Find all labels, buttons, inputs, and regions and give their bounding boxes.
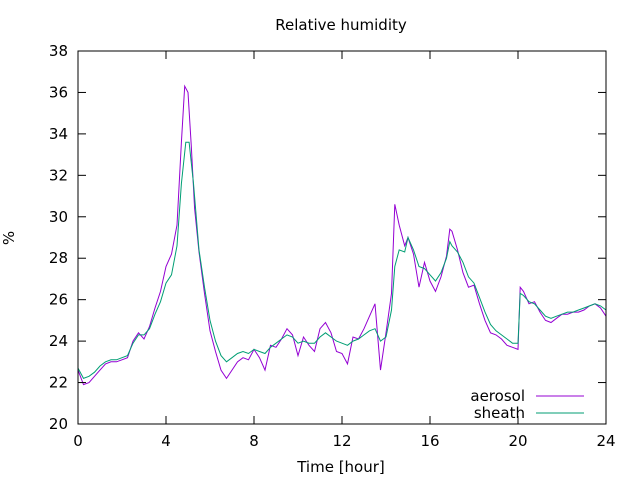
chart-title: Relative humidity bbox=[275, 16, 407, 34]
series-line-sheath bbox=[77, 141, 607, 380]
y-tick-label: 34 bbox=[49, 125, 68, 143]
x-tick-label: 20 bbox=[508, 432, 527, 450]
x-tick-label: 8 bbox=[249, 432, 259, 450]
y-tick-label: 36 bbox=[49, 83, 68, 101]
plot-frame bbox=[77, 50, 607, 425]
y-tick-label: 24 bbox=[49, 332, 68, 350]
x-axis-label: Time [hour] bbox=[296, 458, 385, 476]
x-tick-label: 24 bbox=[596, 432, 615, 450]
y-tick-label: 38 bbox=[49, 42, 68, 60]
series-layer bbox=[77, 84, 607, 386]
legend-label-sheath: sheath bbox=[474, 404, 525, 422]
y-axis-label: % bbox=[0, 231, 18, 245]
series-line-aerosol bbox=[77, 84, 607, 386]
y-tick-label: 26 bbox=[49, 291, 68, 309]
y-tick-label: 20 bbox=[49, 415, 68, 433]
x-tick-label: 12 bbox=[332, 432, 351, 450]
x-tick-label: 16 bbox=[420, 432, 439, 450]
legend-label-aerosol: aerosol bbox=[470, 387, 525, 405]
axes-layer: 0 4 8 12 16 20 24 20 22 24 26 28 30 32 34 36 38 bbox=[49, 42, 616, 450]
y-tick-label: 30 bbox=[49, 208, 68, 226]
y-tick-label: 28 bbox=[49, 249, 68, 267]
y-tick-label: 22 bbox=[49, 374, 68, 392]
y-tick-label: 32 bbox=[49, 166, 68, 184]
x-tick-label: 4 bbox=[161, 432, 171, 450]
x-tick-label: 0 bbox=[73, 432, 83, 450]
